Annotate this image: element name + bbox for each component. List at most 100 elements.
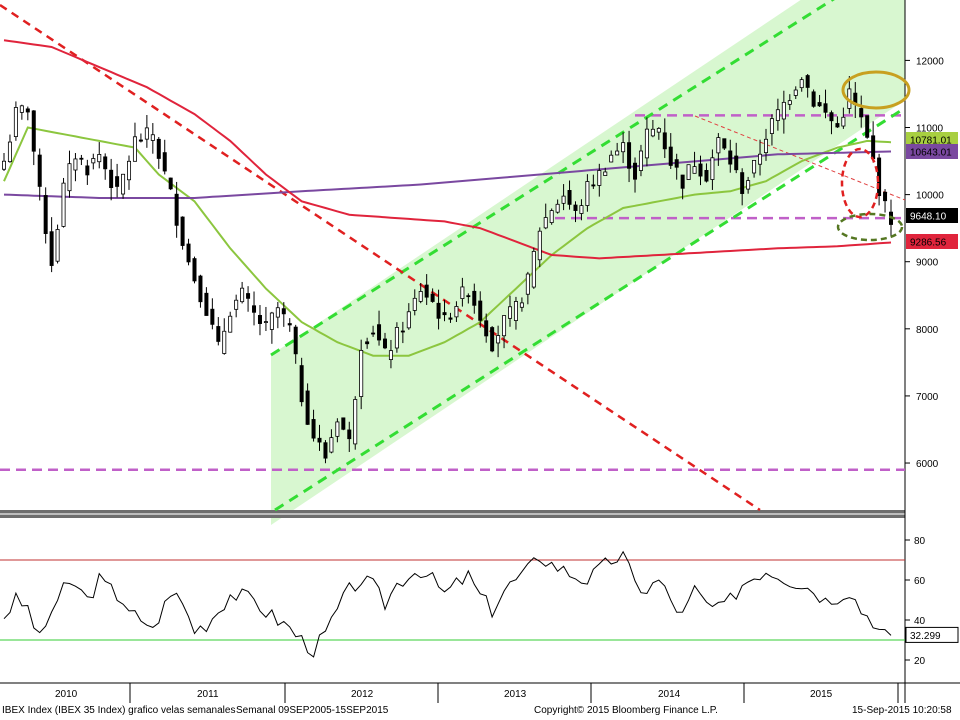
candle-body [228,315,233,333]
candle-body [424,284,429,298]
candle-body [138,139,143,142]
candle-body [799,79,804,89]
candle-body [769,118,774,134]
candle-body [269,312,274,330]
candle-body [543,217,548,229]
candle-body [13,107,18,138]
candle-body [644,128,649,159]
candle-body [638,150,643,171]
rsi-value-tag [905,626,959,643]
candle-body [430,293,435,302]
candle-body [448,317,453,320]
candle-body [561,195,566,204]
candle-body [121,173,126,195]
chart-copyright: Copyright© 2015 Bloomberg Finance L.P. [534,705,718,716]
candle-body [680,174,685,189]
candle-body [192,258,197,282]
candle-body [406,311,411,329]
candle-body [263,321,268,323]
candle-body [400,330,405,333]
short-trend-line [694,115,906,201]
value-tag-label: 9286.56 [910,238,947,249]
candle-body [299,365,304,403]
candle-body [43,195,48,234]
resistance-ellipse [841,70,911,110]
candle-body [603,171,608,176]
candle-body [168,177,173,190]
ma-line-200w [3,150,892,199]
candle-body [353,399,358,445]
candle-body [275,307,280,318]
candle-body [621,142,626,153]
candle-body [144,127,149,140]
candle-body [198,275,203,303]
candle-body [555,203,560,213]
drop-ellipse [840,147,880,219]
channel-lower-line [274,106,906,512]
chart-timestamp: 15-Sep-2015 10:20:58 [852,705,952,716]
value-tag [906,234,958,249]
price-tick-label: 11000 [916,124,944,135]
value-tag [906,208,958,223]
candle-body [567,190,572,205]
candle-body [525,273,530,295]
candle-body [704,170,709,182]
rsi-tick-label: 20 [914,656,926,667]
rsi-value-label: 32.299 [910,631,941,642]
x-tick-label: 2013 [504,689,527,700]
candle-body [537,230,542,261]
price-tick-label: 10000 [916,191,944,202]
candle-body [811,91,816,107]
candle-body [841,116,846,127]
candle-body [19,105,24,113]
candle-body [365,341,370,345]
candle-body [710,157,715,180]
candle-body [656,128,661,133]
x-tick-label: 2011 [197,689,219,700]
candle-body [240,287,245,303]
candle-body [7,141,12,163]
candle-body [311,419,316,439]
candle-body [871,135,876,160]
candle-body [162,152,167,172]
candle-body [519,302,524,308]
candle-body [793,89,798,96]
candle-body [508,306,513,319]
candle-body [496,335,501,344]
candle-body [650,128,655,137]
candle-body [323,442,328,459]
candle-body [740,172,745,194]
candle-body [817,102,822,107]
candle-body [85,165,90,176]
candle-body [73,158,78,171]
price-tick-label: 9000 [916,258,939,269]
candle-body [513,301,518,321]
candle-body [728,150,733,165]
candle-body [371,332,376,335]
candle-body [573,204,578,211]
candle-body [49,231,54,266]
candle-body [252,305,257,313]
candle-body [460,286,465,299]
candle-body [97,154,102,163]
candle-body [156,138,161,159]
candle-body [412,297,417,311]
candle-body [317,437,322,443]
candle-body [2,160,7,170]
rsi-tick-label: 80 [914,536,926,547]
candle-body [257,315,262,324]
candle-body [484,320,489,337]
candle-body [329,437,334,453]
candle-body [359,350,364,397]
candle-body [186,243,191,263]
candle-body [787,100,792,105]
candle-body [674,159,679,168]
x-tick-label: 2012 [351,689,374,700]
candle-body [103,156,108,170]
candle-body [668,146,673,166]
rsi-tick-label: 40 [914,616,926,627]
candle-body [734,155,739,171]
candle-body [234,299,239,310]
price-tick-label: 7000 [916,392,939,403]
